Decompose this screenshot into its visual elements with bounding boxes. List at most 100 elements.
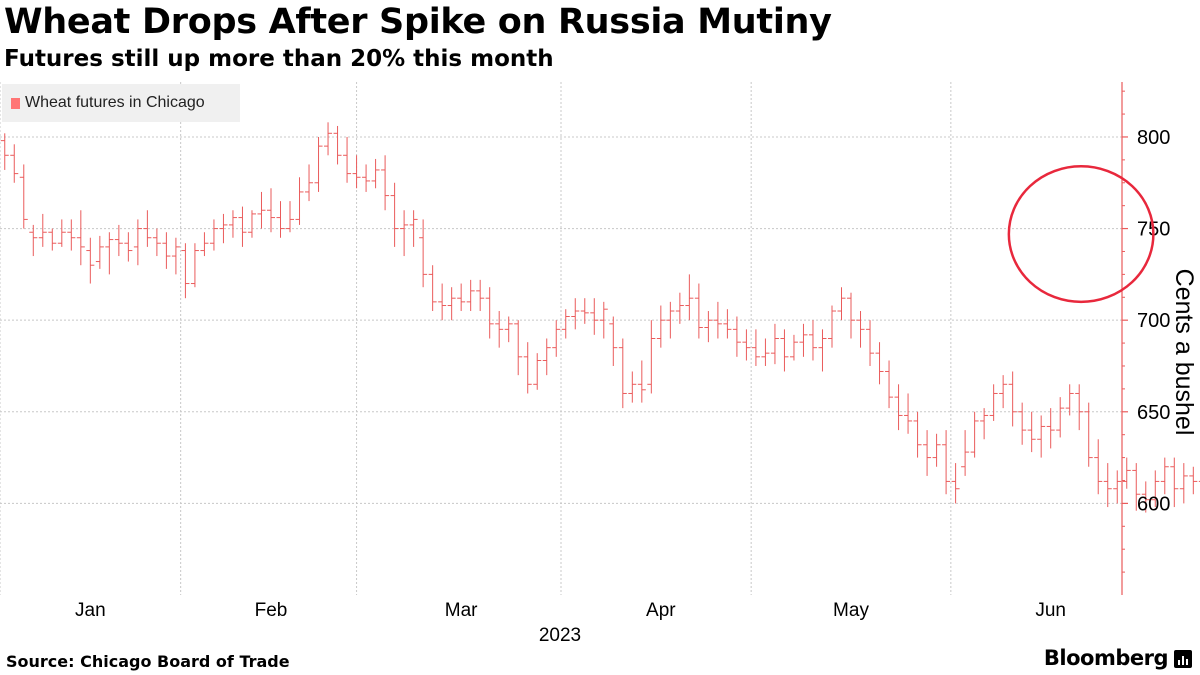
ohlc-bar xyxy=(751,329,760,366)
ohlc-bar xyxy=(266,188,275,233)
legend-label: Wheat futures in Chicago xyxy=(25,94,205,111)
ohlc-bar xyxy=(238,206,247,247)
ohlc-bar xyxy=(1132,463,1141,511)
ohlc-bar xyxy=(200,232,209,257)
ohlc-bar xyxy=(656,305,665,348)
ohlc-bar xyxy=(181,243,190,299)
ohlc-bar xyxy=(818,329,827,372)
ohlc-bar xyxy=(875,342,884,385)
x-tick-label-0: Jan xyxy=(75,600,106,621)
ohlc-bar xyxy=(428,265,437,312)
ohlc-bar xyxy=(352,155,361,189)
ohlc-bar xyxy=(362,164,371,192)
source-note: Source: Chicago Board of Trade xyxy=(6,652,290,671)
ohlc-bar xyxy=(1198,480,1200,482)
chart-title: Wheat Drops After Spike on Russia Mutiny xyxy=(4,2,832,42)
ohlc-bar xyxy=(495,311,504,348)
y-axis-label: Cents a bushel xyxy=(1170,269,1198,436)
ohlc-bar xyxy=(1141,481,1150,513)
ohlc-bar xyxy=(400,210,409,257)
ohlc-bar xyxy=(1084,402,1093,467)
ohlc-bar xyxy=(580,298,589,324)
ohlc-bar xyxy=(1046,408,1055,449)
chart-subtitle: Futures still up more than 20% this mont… xyxy=(4,46,554,72)
y-tick-label-4: 800 xyxy=(1137,127,1170,149)
ohlc-bar xyxy=(324,122,333,156)
ohlc-bar xyxy=(86,237,95,284)
ohlc-bar xyxy=(894,384,903,431)
ohlc-bar xyxy=(923,430,932,476)
ohlc-bar xyxy=(913,411,922,458)
ohlc-bar xyxy=(866,320,875,366)
bloomberg-logo-icon xyxy=(1174,650,1192,668)
ohlc-bar xyxy=(742,329,751,361)
ohlc-bar xyxy=(1103,463,1112,508)
ohlc-bar xyxy=(1179,463,1188,504)
ohlc-bar xyxy=(143,210,152,247)
ohlc-bar xyxy=(770,323,779,365)
ohlc-bar xyxy=(628,371,637,403)
ohlc-bar xyxy=(514,320,523,376)
ohlc-bar xyxy=(932,433,941,467)
ohlc-bar xyxy=(856,311,865,348)
ohlc-bar xyxy=(504,316,513,343)
ohlc-bar xyxy=(533,353,542,390)
y-tick-label-0: 600 xyxy=(1137,493,1170,515)
ohlc-bar xyxy=(57,219,66,247)
ohlc-bar xyxy=(133,219,142,266)
ohlc-bar xyxy=(789,334,798,361)
ohlc-bar xyxy=(1008,371,1017,427)
ohlc-bar xyxy=(1037,415,1046,458)
ohlc-bar xyxy=(124,232,133,262)
ohlc-bar xyxy=(704,311,713,343)
ohlc-bar xyxy=(314,136,323,192)
ohlc-bar xyxy=(780,329,789,372)
ohlc-bar xyxy=(19,164,28,229)
ohlc-bar xyxy=(162,232,171,269)
ohlc-bar xyxy=(1113,470,1122,504)
ohlc-bar xyxy=(618,338,627,409)
x-year-label: 2023 xyxy=(539,625,581,646)
ohlc-bar xyxy=(114,224,123,257)
ohlc-bar xyxy=(1075,384,1084,431)
ohlc-bar xyxy=(1018,402,1027,445)
ohlc-bar xyxy=(1170,457,1179,508)
ohlc-bar xyxy=(571,298,580,330)
ohlc-bar xyxy=(808,320,817,361)
ohlc-bar xyxy=(761,338,770,366)
ohlc-bar xyxy=(552,320,561,357)
ohlc-bar xyxy=(970,411,979,458)
ohlc-bar xyxy=(390,182,399,247)
legend: Wheat futures in Chicago xyxy=(2,84,240,122)
ohlc-bar xyxy=(276,201,285,238)
ohlc-bar xyxy=(837,287,846,321)
ohlc-bar xyxy=(247,210,256,238)
ohlc-bars xyxy=(0,122,1200,513)
ohlc-bar xyxy=(1056,397,1065,438)
ohlc-bar xyxy=(980,408,989,440)
ohlc-bar xyxy=(847,292,856,339)
ohlc-bar xyxy=(685,274,694,321)
ohlc-bar xyxy=(286,201,295,233)
ohlc-bar xyxy=(904,393,913,434)
ohlc-bar xyxy=(1027,411,1036,453)
ohlc-bar xyxy=(333,125,342,165)
ohlc-bar xyxy=(152,228,161,257)
ohlc-bar xyxy=(732,316,741,357)
ohlc-bar xyxy=(1189,466,1198,495)
ohlc-bar xyxy=(542,338,551,376)
ohlc-bar xyxy=(1122,457,1131,489)
ohlc-bar xyxy=(343,136,352,183)
ohlc-bar xyxy=(694,283,703,339)
ohlc-bar xyxy=(1151,470,1160,508)
ohlc-bar xyxy=(666,301,675,339)
ohlc-bar xyxy=(675,292,684,324)
x-axis-labels: Jan Feb Mar Apr May Jun 2023 xyxy=(75,600,1066,646)
ohlc-bar xyxy=(295,177,304,225)
x-tick-label-5: Jun xyxy=(1035,600,1066,621)
ohlc-bar xyxy=(95,235,104,269)
x-tick-label-1: Feb xyxy=(255,600,288,621)
ohlc-bar xyxy=(999,375,1008,409)
ohlc-bar xyxy=(609,316,618,366)
